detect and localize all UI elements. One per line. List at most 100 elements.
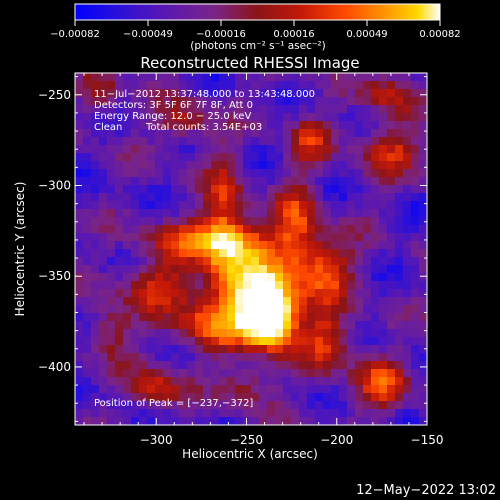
heatmap-cell (147, 129, 156, 138)
heatmap-cell (331, 369, 340, 378)
heatmap-cell (259, 305, 268, 314)
heatmap-cell (259, 193, 268, 202)
heatmap-cell (379, 105, 388, 114)
heatmap-cell (107, 305, 116, 314)
heatmap-cell (363, 249, 372, 258)
heatmap-cell (371, 121, 380, 130)
heatmap-cell (139, 273, 148, 282)
heatmap-cell (75, 89, 84, 98)
heatmap-cell (75, 417, 84, 425)
heatmap-cell (363, 417, 372, 425)
heatmap-cell (179, 233, 188, 242)
heatmap-cell (163, 129, 172, 138)
heatmap-cell (227, 385, 236, 394)
heatmap-cell (299, 313, 308, 322)
heatmap-cell (371, 153, 380, 162)
heatmap-cell (195, 377, 204, 386)
heatmap-cell (195, 105, 204, 114)
heatmap-cell (91, 393, 100, 402)
heatmap-cell (211, 257, 220, 266)
heatmap-cell (107, 73, 116, 82)
heatmap-cell (307, 105, 316, 114)
heatmap-cell (243, 249, 252, 258)
heatmap-cell (275, 401, 284, 410)
heatmap-cell (139, 281, 148, 290)
heatmap-cell (267, 193, 276, 202)
heatmap-cell (91, 345, 100, 354)
heatmap-cell (379, 185, 388, 194)
heatmap-cell (83, 313, 92, 322)
heatmap-cell (283, 409, 292, 418)
heatmap-cell (155, 81, 164, 90)
heatmap-cell (235, 417, 244, 425)
heatmap-cell (155, 113, 164, 122)
heatmap-cell (283, 73, 292, 82)
heatmap-cell (403, 385, 412, 394)
annotation-total-counts: Total counts: 3.54E+03 (145, 122, 262, 133)
heatmap-cell (339, 225, 348, 234)
heatmap-cell (411, 289, 420, 298)
heatmap-cell (299, 377, 308, 386)
heatmap-cell (275, 289, 284, 298)
heatmap-cell (155, 241, 164, 250)
heatmap-cell (171, 193, 180, 202)
heatmap-cell (307, 393, 316, 402)
heatmap-cell (395, 361, 404, 370)
heatmap-cell (243, 73, 252, 82)
heatmap-cell (107, 153, 116, 162)
heatmap-cell (227, 177, 236, 186)
heatmap-cell (187, 369, 196, 378)
heatmap-cell (179, 265, 188, 274)
heatmap-cell (299, 305, 308, 314)
heatmap-cell (259, 361, 268, 370)
heatmap-cell (83, 169, 92, 178)
heatmap-cell (291, 409, 300, 418)
heatmap-cell (139, 233, 148, 242)
heatmap-cell (323, 353, 332, 362)
heatmap-cell (251, 321, 260, 330)
heatmap-cell (219, 273, 228, 282)
heatmap-cell (139, 105, 148, 114)
heatmap-cell (371, 97, 380, 106)
heatmap-cell (179, 249, 188, 258)
heatmap-cell (75, 225, 84, 234)
heatmap-cell (363, 257, 372, 266)
heatmap-cell (355, 137, 364, 146)
heatmap-cell (147, 137, 156, 146)
heatmap-cell (171, 273, 180, 282)
heatmap-cell (195, 313, 204, 322)
heatmap-cell (267, 201, 276, 210)
heatmap-cell (315, 169, 324, 178)
heatmap-cell (203, 417, 212, 425)
heatmap-cell (275, 297, 284, 306)
heatmap-cell (299, 145, 308, 154)
heatmap-cell (275, 417, 284, 425)
heatmap-cell (187, 241, 196, 250)
heatmap-cell (235, 353, 244, 362)
heatmap-cell (171, 369, 180, 378)
plot-frame (74, 72, 428, 426)
heatmap-cell (147, 305, 156, 314)
heatmap-cell (219, 265, 228, 274)
heatmap-cell (283, 129, 292, 138)
heatmap-cell (171, 313, 180, 322)
heatmap-cell (291, 209, 300, 218)
heatmap-cell (195, 385, 204, 394)
heatmap-cell (339, 369, 348, 378)
heatmap-cell (115, 233, 124, 242)
heatmap-cell (267, 273, 276, 282)
heatmap-cell (331, 73, 340, 82)
heatmap-cell (115, 353, 124, 362)
heatmap-cell (131, 369, 140, 378)
heatmap-cell (371, 305, 380, 314)
colorbar-tick-label: −0.00016 (196, 29, 246, 40)
heatmap-cell (371, 177, 380, 186)
heatmap-cell (203, 97, 212, 106)
heatmap-cell (259, 273, 268, 282)
heatmap-cell (227, 265, 236, 274)
heatmap-cell (75, 129, 84, 138)
heatmap-cell (123, 417, 132, 425)
heatmap-cell (243, 209, 252, 218)
heatmap-cell (283, 161, 292, 170)
heatmap-cell (139, 361, 148, 370)
